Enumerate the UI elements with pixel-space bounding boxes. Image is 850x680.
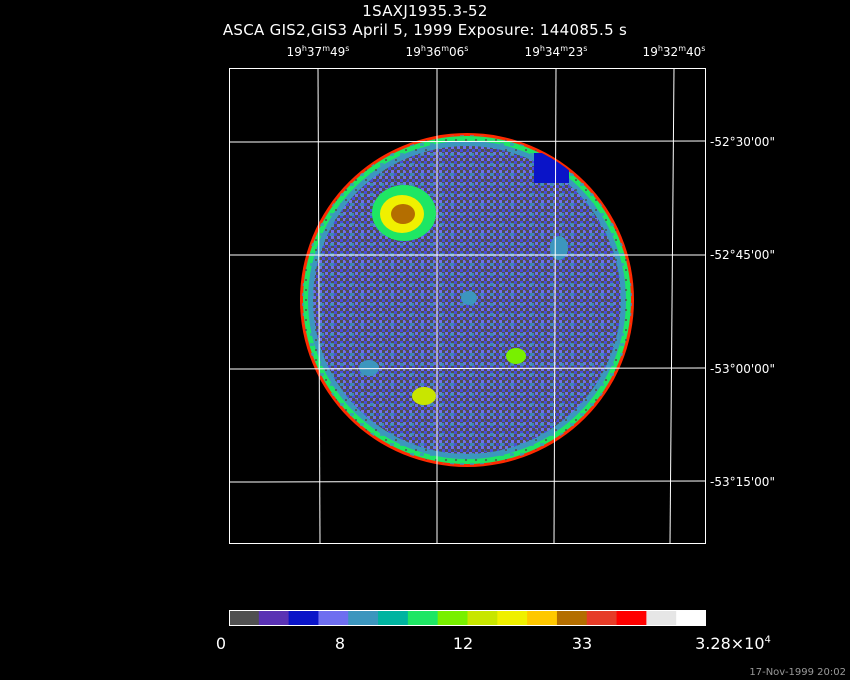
colorbar-segment [497, 610, 528, 626]
ra-label-4: 19h32m40s [642, 44, 706, 59]
color-scale-bar [229, 610, 706, 626]
colorbar-segment [407, 610, 439, 626]
colorbar-segment [467, 610, 498, 626]
image-subtitle: ASCA GIS2,GIS3 April 5, 1999 Exposure: 1… [222, 21, 628, 39]
colorbar-segment [437, 610, 468, 626]
colorbar-segment [348, 610, 379, 626]
colorbar-segment [288, 610, 319, 626]
colorbar-segment [258, 610, 290, 626]
colorbar-segment [378, 610, 409, 626]
colorbar-segment [646, 610, 677, 626]
colorbar-label-12: 12 [452, 634, 474, 653]
colorbar-border [229, 610, 706, 626]
colorbar-segment [556, 610, 588, 626]
coordinate-grid [229, 68, 706, 544]
detector-field [300, 133, 634, 467]
colorbar-label-33: 33 [571, 634, 593, 653]
colorbar-label-max: 3.28×104 [695, 634, 771, 653]
colorbar-segment [586, 610, 618, 626]
colorbar-segment [318, 610, 349, 626]
dec-label-2: -52°45'00" [710, 248, 775, 262]
colorbar-label-0: 0 [215, 634, 227, 653]
dec-label-3: -53°00'00" [710, 362, 775, 376]
colorbar-segment [527, 610, 558, 626]
colorbar-label-8: 8 [334, 634, 346, 653]
colorbar-segment [616, 610, 647, 626]
ra-label-1: 19h37m49s [286, 44, 350, 59]
dec-label-4: -53°15'00" [710, 475, 775, 489]
image-title: 1SAXJ1935.3-52 [362, 2, 488, 20]
dec-label-1: -52°30'00" [710, 135, 775, 149]
colorbar-segment [676, 610, 706, 626]
colorbar-segment [229, 610, 260, 626]
timestamp: 17-Nov-1999 20:02 [749, 667, 846, 678]
sky-image-frame [229, 68, 706, 544]
ra-label-2: 19h36m06s [405, 44, 469, 59]
ra-label-3: 19h34m23s [524, 44, 588, 59]
